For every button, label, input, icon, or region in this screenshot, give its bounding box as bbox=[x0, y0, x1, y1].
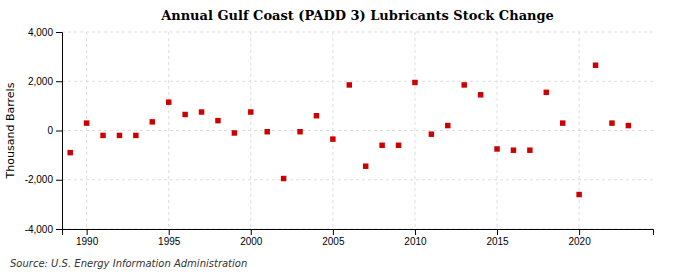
point bbox=[281, 176, 286, 181]
x-tick: 2005 bbox=[322, 229, 345, 247]
point bbox=[445, 123, 450, 128]
point bbox=[199, 109, 204, 114]
grid-line bbox=[250, 32, 251, 229]
grid bbox=[62, 32, 653, 229]
y-tick: 0 bbox=[47, 125, 62, 136]
grid-line bbox=[579, 32, 580, 229]
point bbox=[544, 90, 549, 95]
tick-mark bbox=[56, 229, 62, 230]
point bbox=[117, 133, 122, 138]
grid-line bbox=[497, 32, 498, 229]
tick-label: 1990 bbox=[76, 236, 99, 247]
tick-mark bbox=[56, 180, 62, 181]
tick-label: -2,000 bbox=[25, 174, 54, 185]
point bbox=[297, 129, 302, 134]
grid-line bbox=[62, 130, 653, 131]
point bbox=[609, 120, 614, 125]
tick-label: -4,000 bbox=[25, 224, 54, 235]
point bbox=[84, 120, 89, 125]
x-tick: 1995 bbox=[158, 229, 181, 247]
x-axis: 1990 1995 2000 2005 2010 2015 2020 bbox=[63, 229, 654, 247]
grid-line bbox=[62, 32, 653, 33]
point bbox=[396, 143, 401, 148]
y-tick: -4,000 bbox=[25, 224, 62, 235]
plot-area: 1990 1995 2000 2005 2010 2015 2020 -4,000 -2,000… bbox=[25, 27, 654, 247]
tick-label: 0 bbox=[47, 125, 53, 136]
tick-mark bbox=[415, 229, 416, 235]
point bbox=[248, 109, 253, 114]
axis-line bbox=[56, 33, 63, 230]
y-tick: 4,000 bbox=[28, 27, 62, 38]
tick-mark bbox=[333, 229, 334, 235]
point bbox=[576, 192, 581, 197]
point bbox=[379, 143, 384, 148]
chart: 1990 1995 2000 2005 2010 2015 2020 -4,000 -2,000… bbox=[0, 0, 675, 275]
grid-line bbox=[86, 32, 87, 229]
point bbox=[133, 133, 138, 138]
tick-label: 2015 bbox=[486, 236, 509, 247]
grid-line bbox=[62, 81, 653, 82]
point bbox=[215, 118, 220, 123]
tick-mark bbox=[56, 131, 62, 132]
point bbox=[166, 99, 171, 104]
axis-line bbox=[63, 230, 654, 236]
tick-label: 1995 bbox=[158, 236, 181, 247]
tick-mark bbox=[87, 229, 88, 235]
point bbox=[67, 150, 72, 155]
title: Annual Gulf Coast (PADD 3) Lubricants St… bbox=[160, 8, 554, 23]
tick-label: 2,000 bbox=[28, 76, 53, 87]
x-tick: 2020 bbox=[569, 229, 592, 247]
point bbox=[593, 63, 598, 68]
point bbox=[182, 112, 187, 117]
point bbox=[232, 130, 237, 135]
tick-mark bbox=[169, 229, 170, 235]
grid-line bbox=[332, 32, 333, 229]
y-axis-label: Thousand Barrels bbox=[4, 82, 17, 179]
y-tick: 2,000 bbox=[28, 76, 62, 87]
tick-label: 4,000 bbox=[28, 27, 53, 38]
grid-line bbox=[62, 179, 653, 180]
point bbox=[412, 80, 417, 85]
x-tick: 2010 bbox=[404, 229, 427, 247]
tick-mark bbox=[56, 81, 62, 82]
annotation: Source: U.S. Energy Information Administ… bbox=[10, 258, 247, 269]
point bbox=[264, 129, 269, 134]
point bbox=[100, 133, 105, 138]
grid-line bbox=[414, 32, 415, 229]
point bbox=[363, 163, 368, 168]
point bbox=[314, 113, 319, 118]
points bbox=[67, 63, 631, 198]
x-tick: 1990 bbox=[76, 229, 99, 247]
tick-label: 2005 bbox=[322, 236, 345, 247]
point bbox=[330, 136, 335, 141]
point bbox=[461, 82, 466, 87]
x-tick: 2015 bbox=[486, 229, 509, 247]
x-tick: 2000 bbox=[240, 229, 263, 247]
grid-line bbox=[168, 32, 169, 229]
y-axis: -4,000 -2,000 0 2,000 4,000 bbox=[25, 27, 63, 235]
tick-mark bbox=[497, 229, 498, 235]
tick-mark bbox=[579, 229, 580, 235]
y-tick: -2,000 bbox=[25, 174, 62, 185]
point bbox=[478, 92, 483, 97]
point bbox=[511, 147, 516, 152]
point bbox=[429, 131, 434, 136]
point bbox=[626, 123, 631, 128]
point bbox=[150, 119, 155, 124]
tick-label: 2010 bbox=[404, 236, 427, 247]
tick-mark bbox=[56, 32, 62, 33]
point bbox=[527, 147, 532, 152]
point bbox=[560, 120, 565, 125]
tick-label: 2020 bbox=[569, 236, 592, 247]
point bbox=[347, 82, 352, 87]
point bbox=[494, 146, 499, 151]
tick-mark bbox=[251, 229, 252, 235]
tick-label: 2000 bbox=[240, 236, 263, 247]
